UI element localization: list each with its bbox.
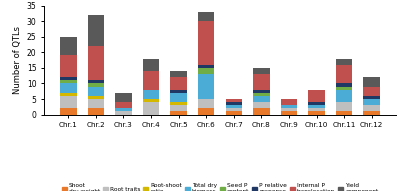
Bar <box>226 102 242 105</box>
Bar <box>308 90 325 102</box>
Bar <box>308 108 325 112</box>
Bar <box>281 108 297 112</box>
Bar <box>364 99 380 105</box>
Bar <box>143 90 159 99</box>
Bar <box>226 99 242 102</box>
Bar <box>253 90 270 93</box>
Bar <box>60 96 76 108</box>
Bar <box>60 56 76 77</box>
Bar <box>336 65 352 83</box>
Bar <box>143 71 159 90</box>
Bar <box>170 102 187 105</box>
Bar <box>308 112 325 115</box>
Bar <box>170 105 187 112</box>
Bar <box>88 87 104 96</box>
Bar <box>88 99 104 108</box>
Bar <box>336 83 352 87</box>
Bar <box>198 65 214 68</box>
Bar <box>336 102 352 112</box>
Bar <box>88 46 104 80</box>
Bar <box>198 68 214 74</box>
Bar <box>170 90 187 93</box>
Bar <box>198 108 214 115</box>
Bar <box>253 93 270 96</box>
Bar <box>198 99 214 108</box>
Bar <box>143 59 159 71</box>
Bar <box>281 112 297 115</box>
Bar <box>226 105 242 108</box>
Bar <box>253 68 270 74</box>
Bar <box>281 105 297 108</box>
Bar <box>253 74 270 90</box>
Bar <box>198 12 214 21</box>
Y-axis label: Number of QTLs: Number of QTLs <box>14 26 22 94</box>
Bar <box>60 80 76 83</box>
Bar <box>115 112 132 115</box>
Bar <box>253 96 270 102</box>
Bar <box>336 112 352 115</box>
Bar <box>115 108 132 112</box>
Bar <box>364 77 380 87</box>
Bar <box>281 99 297 105</box>
Bar <box>143 99 159 102</box>
Bar <box>336 59 352 65</box>
Legend: Shoot
dry weight, Root traits, Root-shoot
ratio, Total dry
biomass, Seed P
conte: Shoot dry weight, Root traits, Root-shoo… <box>59 181 381 191</box>
Bar <box>170 71 187 77</box>
Bar <box>364 87 380 96</box>
Bar <box>170 77 187 90</box>
Bar <box>60 83 76 93</box>
Bar <box>60 77 76 80</box>
Bar <box>115 93 132 102</box>
Bar <box>226 108 242 112</box>
Bar <box>170 93 187 102</box>
Bar <box>336 87 352 90</box>
Bar <box>88 108 104 115</box>
Bar <box>60 108 76 115</box>
Bar <box>336 90 352 102</box>
Bar <box>226 112 242 115</box>
Bar <box>115 102 132 108</box>
Bar <box>253 108 270 115</box>
Bar <box>143 102 159 115</box>
Bar <box>253 102 270 108</box>
Bar <box>88 80 104 83</box>
Bar <box>198 21 214 65</box>
Bar <box>364 112 380 115</box>
Bar <box>60 93 76 96</box>
Bar <box>198 74 214 99</box>
Bar <box>308 105 325 108</box>
Bar <box>170 112 187 115</box>
Bar <box>60 37 76 56</box>
Bar <box>308 102 325 105</box>
Bar <box>88 15 104 46</box>
Bar <box>88 83 104 87</box>
Bar <box>88 96 104 99</box>
Bar <box>364 105 380 112</box>
Bar <box>364 96 380 99</box>
